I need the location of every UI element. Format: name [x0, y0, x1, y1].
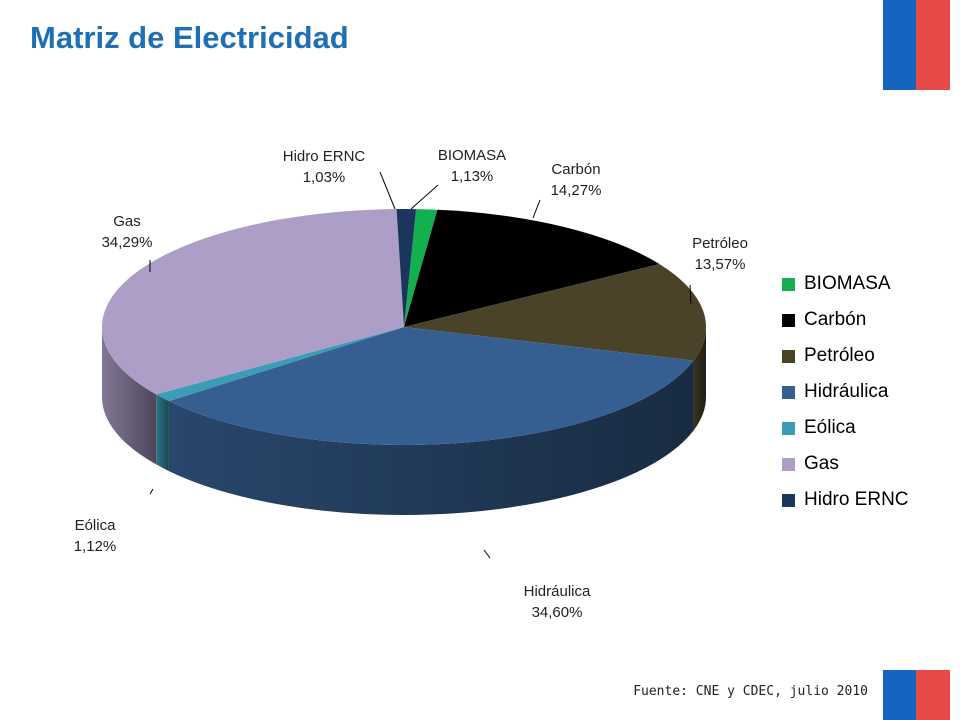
slice-label-name-3: Hidráulica [524, 583, 591, 600]
pie-slice-5 [101, 209, 405, 395]
slice-label-name-0: BIOMASA [438, 147, 506, 164]
leader-line-6 [379, 171, 396, 210]
page-title: Matriz de Electricidad [30, 20, 349, 55]
legend-label: BIOMASA [804, 273, 891, 294]
legend-swatch [782, 349, 795, 363]
legend-label: Hidráulica [804, 381, 889, 402]
pie-side-5 [102, 327, 157, 465]
legend-item: Hidro ERNC [782, 482, 909, 518]
chart-legend: BIOMASA Carbón Petróleo Hidráulica Eólica Gas… [782, 266, 909, 518]
leader-line-0 [410, 184, 439, 210]
pie-slice-2 [404, 263, 706, 361]
legend-item: Eólica [782, 410, 909, 446]
legend-label: Hidro ERNC [804, 489, 909, 510]
legend-item: Carbón [782, 302, 909, 338]
legend-label: Petróleo [804, 345, 875, 366]
slice-label-name-6: Hidro ERNC [283, 148, 366, 165]
slice-label-pct-5: 34,29% [102, 234, 153, 251]
legend-item: Gas [782, 446, 909, 482]
pie-slice-6 [396, 208, 417, 327]
legend-swatch [782, 277, 795, 291]
slice-label-name-4: Eólica [75, 517, 117, 534]
legend-swatch [782, 493, 795, 507]
pie-slice-4 [156, 327, 404, 402]
legend-swatch [782, 457, 795, 471]
pie-side-3 [168, 360, 694, 515]
legend-label: Eólica [804, 417, 856, 438]
pie-slice-1 [404, 209, 660, 327]
pie-side-4 [156, 394, 169, 472]
legend-label: Carbón [804, 309, 867, 330]
leader-line-2 [689, 284, 692, 305]
slice-label-pct-4: 1,12% [74, 538, 117, 555]
slice-label-name-5: Gas [113, 213, 141, 230]
slice-label-pct-0: 1,13% [451, 168, 494, 185]
slice-label-pct-6: 1,03% [303, 169, 346, 186]
pie-labels: BIOMASA 1,13% Carbón 14,27% Petróleo 13,57% Hi… [74, 147, 748, 621]
slice-label-pct-1: 14,27% [551, 182, 602, 199]
slice-label-name-2: Petróleo [692, 235, 748, 252]
flag-logo-bottom [883, 670, 950, 720]
pie-slice-0 [404, 209, 438, 327]
flag-red-stripe [916, 670, 950, 720]
legend-item: BIOMASA [782, 266, 909, 302]
flag-blue-stripe [883, 670, 916, 720]
legend-item: Hidráulica [782, 374, 909, 410]
pie-slice-3 [168, 327, 694, 445]
source-note: Fuente: CNE y CDEC, julio 2010 [633, 684, 868, 699]
leader-line-4 [149, 488, 154, 495]
flag-red-stripe [916, 0, 950, 90]
legend-item: Petróleo [782, 338, 909, 374]
slice-label-name-1: Carbón [551, 161, 600, 178]
pie-sides [102, 327, 706, 515]
flag-blue-stripe [883, 0, 916, 90]
flag-logo-top [883, 0, 950, 90]
legend-swatch [782, 313, 795, 327]
slice-label-pct-3: 34,60% [532, 604, 583, 621]
leader-line-3 [483, 549, 491, 559]
legend-label: Gas [804, 453, 839, 474]
legend-swatch [782, 385, 795, 399]
slice-label-pct-2: 13,57% [695, 256, 746, 273]
pie-slices [101, 208, 706, 445]
pie-side-2 [693, 327, 706, 431]
legend-swatch [782, 421, 795, 435]
leader-line-1 [532, 199, 541, 219]
